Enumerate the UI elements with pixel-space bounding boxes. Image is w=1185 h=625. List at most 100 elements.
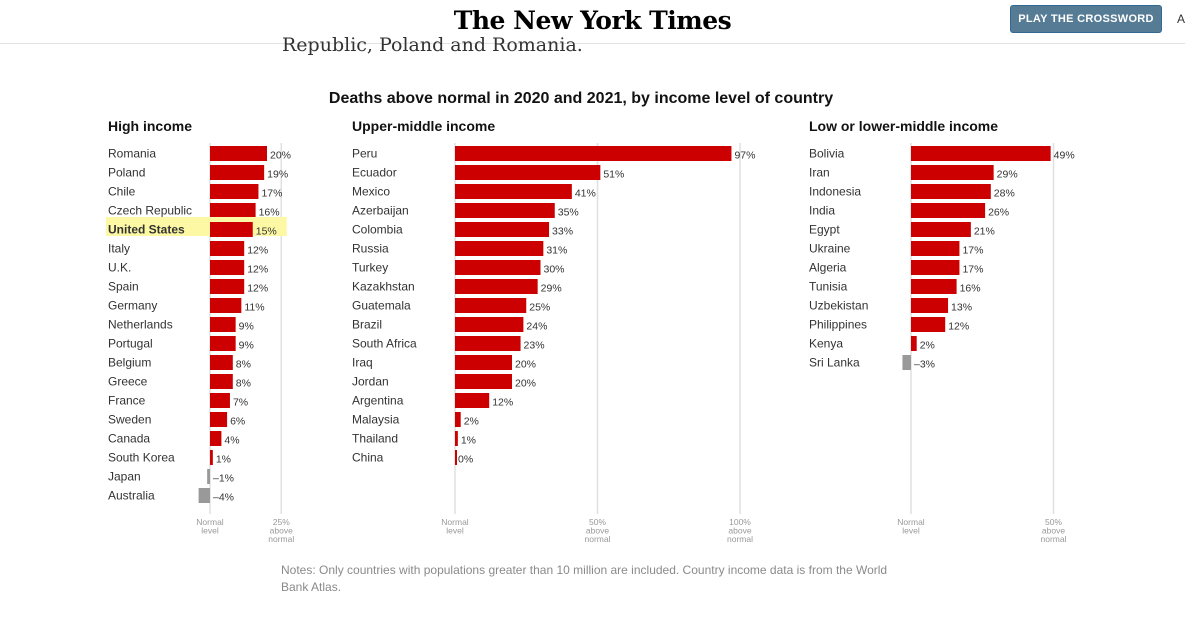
value-label-ukraine: 17% [962, 245, 983, 257]
value-label-south-korea: 1% [216, 454, 231, 466]
country-label-chile: Chile [108, 185, 136, 199]
value-label-indonesia: 28% [994, 188, 1015, 200]
tick-label: 50% [589, 517, 606, 527]
country-label-russia: Russia [352, 242, 389, 256]
tick-label: Normal [441, 517, 469, 527]
value-label-iran: 29% [997, 169, 1018, 181]
value-label-u-k: 12% [247, 264, 268, 276]
value-label-malaysia: 2% [464, 416, 479, 428]
bar-iraq [455, 355, 512, 370]
country-label-egypt: Egypt [809, 223, 840, 237]
country-label-bolivia: Bolivia [809, 147, 845, 161]
country-label-mexico: Mexico [352, 185, 390, 199]
value-label-brazil: 24% [526, 321, 547, 333]
value-label-colombia: 33% [552, 226, 573, 238]
bar-australia [198, 488, 210, 503]
bar-colombia [455, 222, 550, 237]
bar-japan [207, 469, 210, 484]
article-text-fragment: Republic, Poland and Romania. [282, 34, 583, 56]
country-label-canada: Canada [108, 432, 150, 446]
bar-turkey [455, 260, 541, 275]
bar-jordan [455, 374, 512, 389]
country-label-japan: Japan [108, 470, 141, 484]
bar-china [455, 450, 457, 465]
value-label-japan: –1% [213, 473, 234, 485]
value-label-united-states: 15% [256, 226, 277, 238]
country-label-portugal: Portugal [108, 337, 153, 351]
country-label-china: China [352, 451, 384, 465]
value-label-azerbaijan: 35% [558, 207, 579, 219]
country-label-poland: Poland [108, 166, 145, 180]
value-label-guatemala: 25% [529, 302, 550, 314]
nyt-logo[interactable]: The New York Times [453, 6, 732, 35]
value-label-germany: 11% [244, 302, 264, 314]
bar-portugal [210, 336, 236, 351]
bar-south-korea [210, 450, 213, 465]
country-label-sri-lanka: Sri Lanka [809, 356, 860, 370]
tick-label: normal [268, 534, 294, 544]
tick-label: above [586, 526, 609, 536]
bar-netherlands [210, 317, 236, 332]
country-label-india: India [809, 204, 835, 218]
tick-label: above [270, 526, 293, 536]
bar-chile [210, 184, 259, 199]
value-label-kazakhstan: 29% [541, 283, 562, 295]
value-label-sri-lanka: –3% [914, 359, 935, 371]
bar-russia [455, 241, 544, 256]
play-crossword-button[interactable]: PLAY THE CROSSWORD [1010, 5, 1162, 33]
bar-peru [455, 146, 732, 161]
bar-argentina [455, 393, 490, 408]
country-label-jordan: Jordan [352, 375, 389, 389]
tick-label: 100% [729, 517, 751, 527]
header-edge-text[interactable]: A [1177, 12, 1185, 26]
bar-azerbaijan [455, 203, 555, 218]
value-label-canada: 4% [224, 435, 239, 447]
panel-title: Upper-middle income [352, 118, 495, 134]
value-label-iraq: 20% [515, 359, 536, 371]
bar-kenya [911, 336, 917, 351]
bar-sri-lanka [902, 355, 911, 370]
bar-indonesia [911, 184, 991, 199]
country-label-belgium: Belgium [108, 356, 151, 370]
country-label-germany: Germany [108, 299, 157, 313]
tick-label: normal [585, 534, 611, 544]
income-charts: High income Romania 20% Poland 19% Chile 17% Cz… [106, 118, 1075, 544]
value-label-ecuador: 51% [603, 169, 624, 181]
value-label-poland: 19% [267, 169, 288, 181]
value-label-uzbekistan: 13% [951, 302, 972, 314]
bar-mexico [455, 184, 572, 199]
value-label-mexico: 41% [575, 188, 596, 200]
value-label-france: 7% [233, 397, 248, 409]
country-label-algeria: Algeria [809, 261, 847, 275]
country-label-uzbekistan: Uzbekistan [809, 299, 868, 313]
country-label-argentina: Argentina [352, 394, 404, 408]
tick-label: above [728, 526, 751, 536]
tick-label: level [446, 526, 464, 536]
country-label-brazil: Brazil [352, 318, 382, 332]
value-label-china: 0% [458, 454, 473, 466]
tick-label: Normal [897, 517, 925, 527]
value-label-sweden: 6% [230, 416, 245, 428]
bar-belgium [210, 355, 233, 370]
country-label-indonesia: Indonesia [809, 185, 861, 199]
value-label-india: 26% [988, 207, 1009, 219]
bar-india [911, 203, 986, 218]
bar-iran [911, 165, 994, 180]
bar-germany [210, 298, 242, 313]
value-label-spain: 12% [247, 283, 268, 295]
value-label-czech-republic: 16% [259, 207, 280, 219]
bar-greece [210, 374, 233, 389]
country-label-ecuador: Ecuador [352, 166, 397, 180]
tick-label: level [902, 526, 920, 536]
bar-france [210, 393, 230, 408]
tick-label: 25% [273, 517, 290, 527]
value-label-portugal: 9% [239, 340, 254, 352]
value-label-kenya: 2% [920, 340, 935, 352]
value-label-thailand: 1% [461, 435, 476, 447]
country-label-philippines: Philippines [809, 318, 867, 332]
value-label-algeria: 17% [962, 264, 983, 276]
tick-label: normal [727, 534, 753, 544]
country-label-malaysia: Malaysia [352, 413, 400, 427]
tick-label: 50% [1045, 517, 1062, 527]
value-label-philippines: 12% [948, 321, 969, 333]
